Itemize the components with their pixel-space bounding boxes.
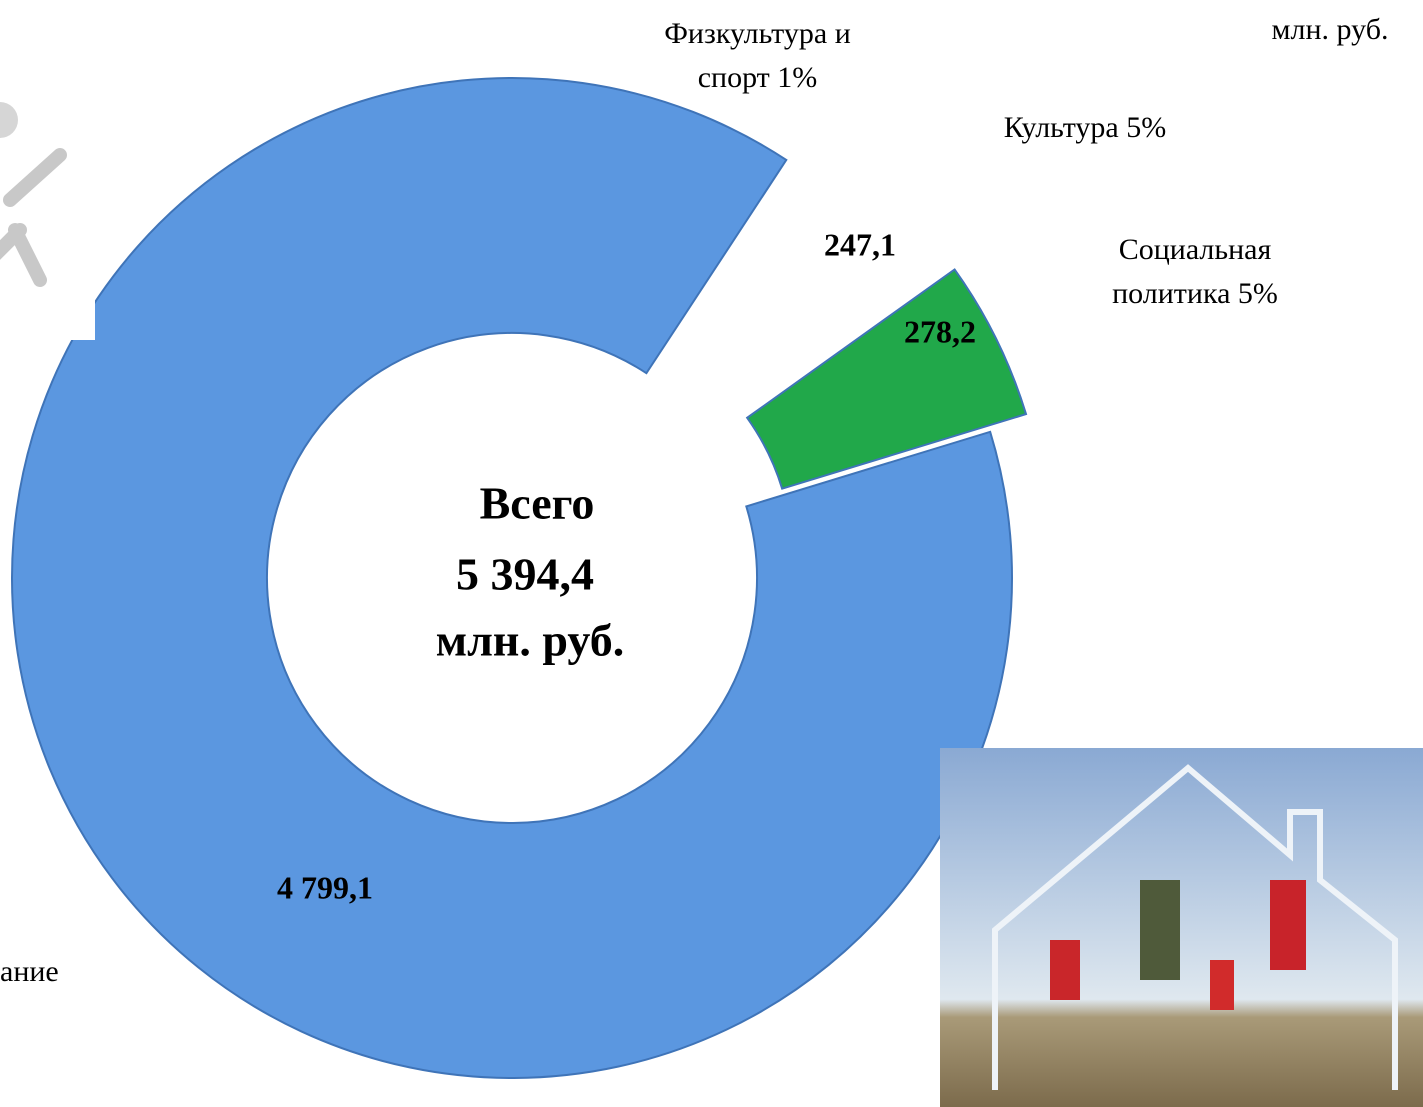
donut-segment [745, 268, 1028, 490]
unit-label: млн. руб. [1271, 13, 1389, 46]
donut-segment [11, 77, 1013, 1079]
category-label: Физкультура и спорт 1% [664, 17, 851, 94]
value-label: 4 799,1 [277, 869, 373, 906]
donut-segment [669, 127, 843, 353]
category-label: Культура 5% [1003, 111, 1167, 144]
stick-figure-image [0, 90, 95, 340]
category-label: Социальная политика 5% [1112, 233, 1278, 310]
center-text: Всего [479, 477, 595, 529]
family-photo [940, 748, 1423, 1107]
category-label: ание [0, 955, 59, 988]
center-text: млн. руб. [435, 614, 625, 666]
center-text: 5 394,4 [456, 548, 594, 600]
donut-segment [691, 156, 948, 408]
value-label: 278,2 [904, 313, 976, 350]
value-label: 247,1 [824, 226, 896, 263]
